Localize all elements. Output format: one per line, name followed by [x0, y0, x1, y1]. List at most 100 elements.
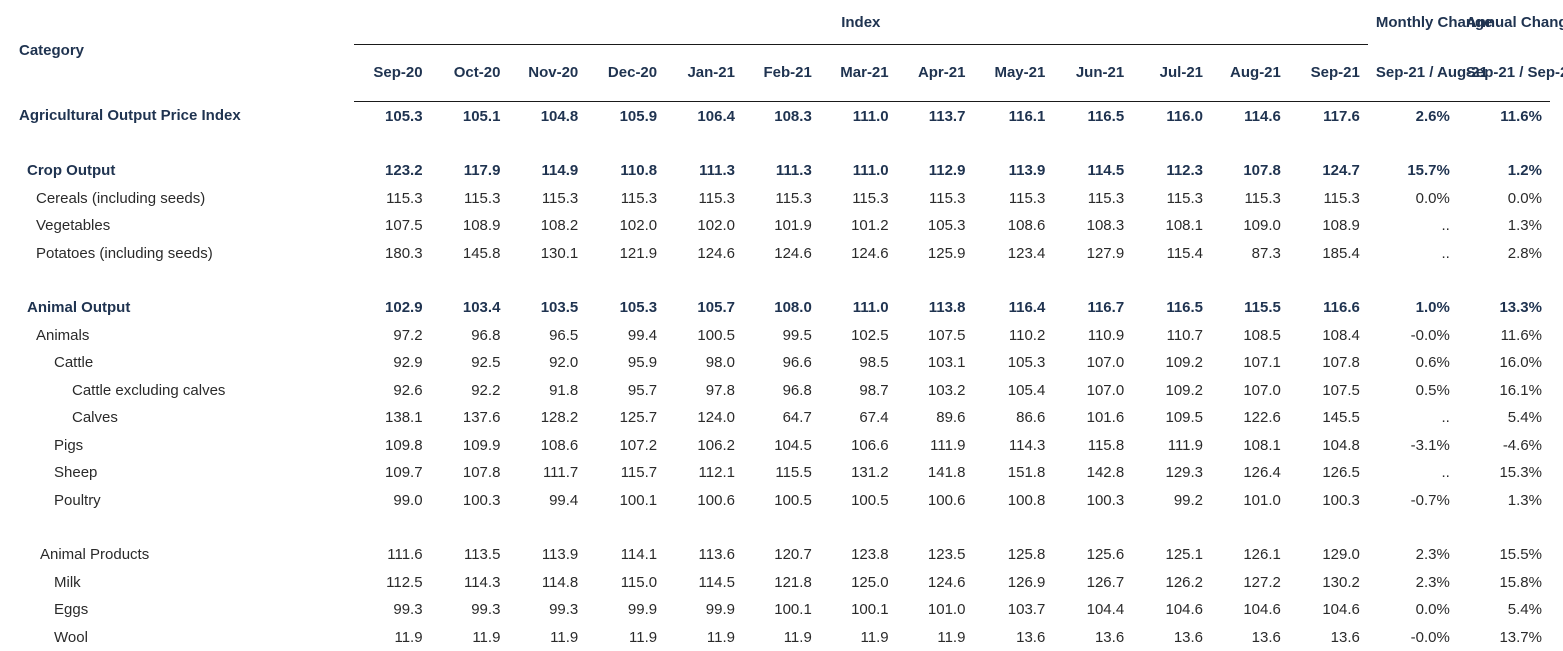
index-value-cell: 124.6	[665, 240, 743, 268]
annual-change-cell: 1.3%	[1458, 487, 1550, 515]
row-label: Potatoes (including seeds)	[10, 240, 354, 268]
row-label: Animal Output	[10, 294, 354, 322]
index-value-cell: 103.4	[431, 294, 509, 322]
index-value-cell: 106.2	[665, 432, 743, 460]
monthly-change-cell: ..	[1368, 404, 1458, 432]
index-value-cell: 97.2	[354, 322, 431, 350]
index-value-cell: 108.2	[508, 212, 586, 240]
index-value-cell: 102.9	[354, 294, 431, 322]
index-value-cell: 100.5	[820, 487, 897, 515]
index-value-cell: 109.8	[354, 432, 431, 460]
monthly-change-cell: 2.3%	[1368, 569, 1458, 597]
index-value-cell: 98.5	[820, 349, 897, 377]
index-header: Index	[354, 0, 1368, 45]
index-value-cell: 125.0	[820, 569, 897, 597]
index-value-cell: 91.8	[508, 377, 586, 405]
index-value-cell: 87.3	[1211, 240, 1289, 268]
monthly-change-cell: -0.7%	[1368, 487, 1458, 515]
monthly-change-cell: 0.0%	[1368, 185, 1458, 213]
index-value-cell: 112.3	[1132, 157, 1211, 185]
index-value-cell: 115.0	[586, 569, 665, 597]
index-value-cell: 108.1	[1211, 432, 1289, 460]
row-label: Agricultural Output Price Index	[10, 102, 354, 131]
index-value-cell: 126.9	[973, 569, 1053, 597]
index-value-cell: 13.6	[1132, 624, 1211, 651]
index-value-cell: 108.3	[743, 102, 820, 131]
index-value-cell: 104.6	[1289, 596, 1368, 624]
index-value-cell: 111.7	[508, 459, 586, 487]
row-label: Sheep	[10, 459, 354, 487]
annual-change-cell: -4.6%	[1458, 432, 1550, 460]
index-value-cell: 104.6	[1132, 596, 1211, 624]
index-value-cell: 100.3	[1289, 487, 1368, 515]
index-value-cell: 115.3	[897, 185, 974, 213]
index-value-cell: 11.9	[897, 624, 974, 651]
index-value-cell: 104.8	[1289, 432, 1368, 460]
index-value-cell: 115.3	[1053, 185, 1132, 213]
index-value-cell: 123.5	[897, 541, 974, 569]
index-value-cell: 101.0	[1211, 487, 1289, 515]
index-value-cell: 92.0	[508, 349, 586, 377]
index-value-cell: 99.4	[508, 487, 586, 515]
index-value-cell: 185.4	[1289, 240, 1368, 268]
index-value-cell: 107.1	[1211, 349, 1289, 377]
month-header: Nov-20	[508, 45, 586, 102]
month-header: Feb-21	[743, 45, 820, 102]
index-value-cell: 115.3	[973, 185, 1053, 213]
index-value-cell: 124.0	[665, 404, 743, 432]
row-label: Crop Output	[10, 157, 354, 185]
index-value-cell: 113.8	[897, 294, 974, 322]
index-value-cell: 115.4	[1132, 240, 1211, 268]
index-value-cell: 115.7	[586, 459, 665, 487]
index-value-cell: 99.9	[665, 596, 743, 624]
index-value-cell: 124.6	[820, 240, 897, 268]
index-value-cell: 108.5	[1211, 322, 1289, 350]
monthly-change-header: Monthly Change	[1368, 0, 1458, 45]
index-value-cell: 126.5	[1289, 459, 1368, 487]
index-value-cell: 125.8	[973, 541, 1053, 569]
index-value-cell: 101.0	[897, 596, 974, 624]
index-value-cell: 105.3	[973, 349, 1053, 377]
index-value-cell: 124.7	[1289, 157, 1368, 185]
index-value-cell: 101.9	[743, 212, 820, 240]
monthly-change-cell: 0.5%	[1368, 377, 1458, 405]
index-value-cell: 107.5	[1289, 377, 1368, 405]
index-value-cell: 103.7	[973, 596, 1053, 624]
annual-change-header: Annual Change	[1458, 0, 1550, 45]
annual-change-cell: 1.3%	[1458, 212, 1550, 240]
index-value-cell: 102.0	[586, 212, 665, 240]
index-value-cell: 95.7	[586, 377, 665, 405]
index-value-cell: 115.3	[431, 185, 509, 213]
index-value-cell: 113.9	[508, 541, 586, 569]
annual-change-cell: 1.2%	[1458, 157, 1550, 185]
index-value-cell: 111.0	[820, 157, 897, 185]
annual-change-cell: 0.0%	[1458, 185, 1550, 213]
index-value-cell: 114.6	[1211, 102, 1289, 131]
index-value-cell: 101.2	[820, 212, 897, 240]
index-value-cell: 99.2	[1132, 487, 1211, 515]
index-value-cell: 113.9	[973, 157, 1053, 185]
index-value-cell: 137.6	[431, 404, 509, 432]
month-header: Apr-21	[897, 45, 974, 102]
index-value-cell: 107.2	[586, 432, 665, 460]
index-value-cell: 99.3	[431, 596, 509, 624]
index-value-cell: 107.0	[1211, 377, 1289, 405]
index-value-cell: 112.1	[665, 459, 743, 487]
index-value-cell: 151.8	[973, 459, 1053, 487]
monthly-period-header: Sep-21 / Aug-21	[1368, 45, 1458, 102]
index-value-cell: 110.8	[586, 157, 665, 185]
monthly-change-cell: ..	[1368, 212, 1458, 240]
index-value-cell: 107.0	[1053, 349, 1132, 377]
index-value-cell: 131.2	[820, 459, 897, 487]
index-value-cell: 116.5	[1053, 102, 1132, 131]
month-header: Mar-21	[820, 45, 897, 102]
index-value-cell: 115.5	[1211, 294, 1289, 322]
index-value-cell: 129.0	[1289, 541, 1368, 569]
index-value-cell: 115.8	[1053, 432, 1132, 460]
index-value-cell: 111.9	[1132, 432, 1211, 460]
